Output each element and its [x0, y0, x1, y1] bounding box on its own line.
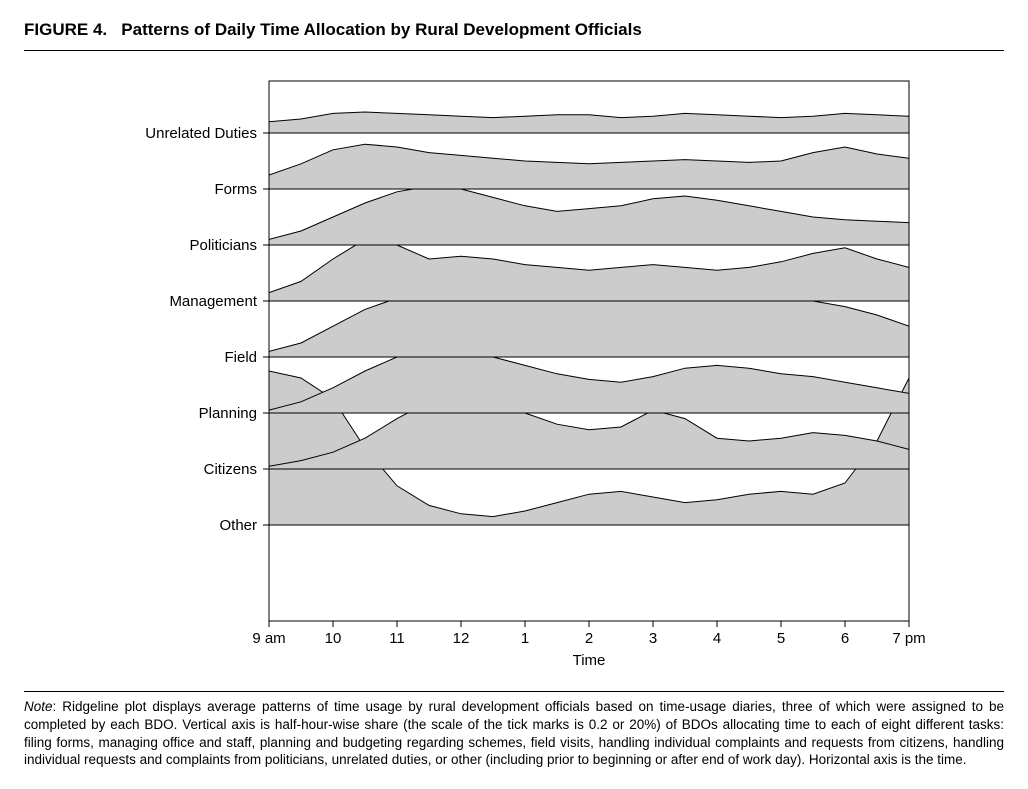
note-label: Note: [24, 699, 53, 714]
x-tick-label: 5: [777, 630, 785, 647]
y-category-label: Politicians: [189, 237, 257, 254]
y-category-label: Other: [219, 517, 257, 534]
x-tick-label: 12: [453, 630, 470, 647]
y-category-label: Citizens: [204, 461, 257, 478]
x-tick-label: 9 am: [252, 630, 285, 647]
y-category-label: Forms: [215, 181, 258, 198]
top-rule: [24, 50, 1004, 51]
x-tick-label: 10: [325, 630, 342, 647]
figure-label: FIGURE 4.: [24, 20, 107, 39]
y-category-label: Management: [169, 293, 257, 310]
x-tick-label: 7 pm: [892, 630, 925, 647]
x-tick-label: 2: [585, 630, 593, 647]
figure-note: Note: Ridgeline plot displays average pa…: [24, 698, 1004, 769]
x-tick-label: 3: [649, 630, 657, 647]
ridgeline-chart: Unrelated Duties Forms Politicians Manageme…: [24, 61, 1004, 681]
x-tick-label: 11: [389, 630, 405, 647]
x-axis-title: Time: [573, 652, 606, 669]
x-tick-label: 1: [521, 630, 529, 647]
bottom-rule: [24, 691, 1004, 692]
ridges-group: [269, 112, 909, 525]
y-category-label: Field: [224, 349, 257, 366]
figure-title: FIGURE 4. Patterns of Daily Time Allocat…: [24, 20, 1004, 46]
x-tick-label: 6: [841, 630, 849, 647]
note-text: : Ridgeline plot displays average patter…: [24, 699, 1004, 767]
ridgeline-svg: Unrelated Duties Forms Politicians Manageme…: [99, 61, 929, 681]
figure-title-text: Patterns of Daily Time Allocation by Rur…: [121, 20, 642, 39]
y-category-label: Planning: [199, 405, 257, 422]
x-tick-label: 4: [713, 630, 721, 647]
y-category-label: Unrelated Duties: [145, 125, 257, 142]
